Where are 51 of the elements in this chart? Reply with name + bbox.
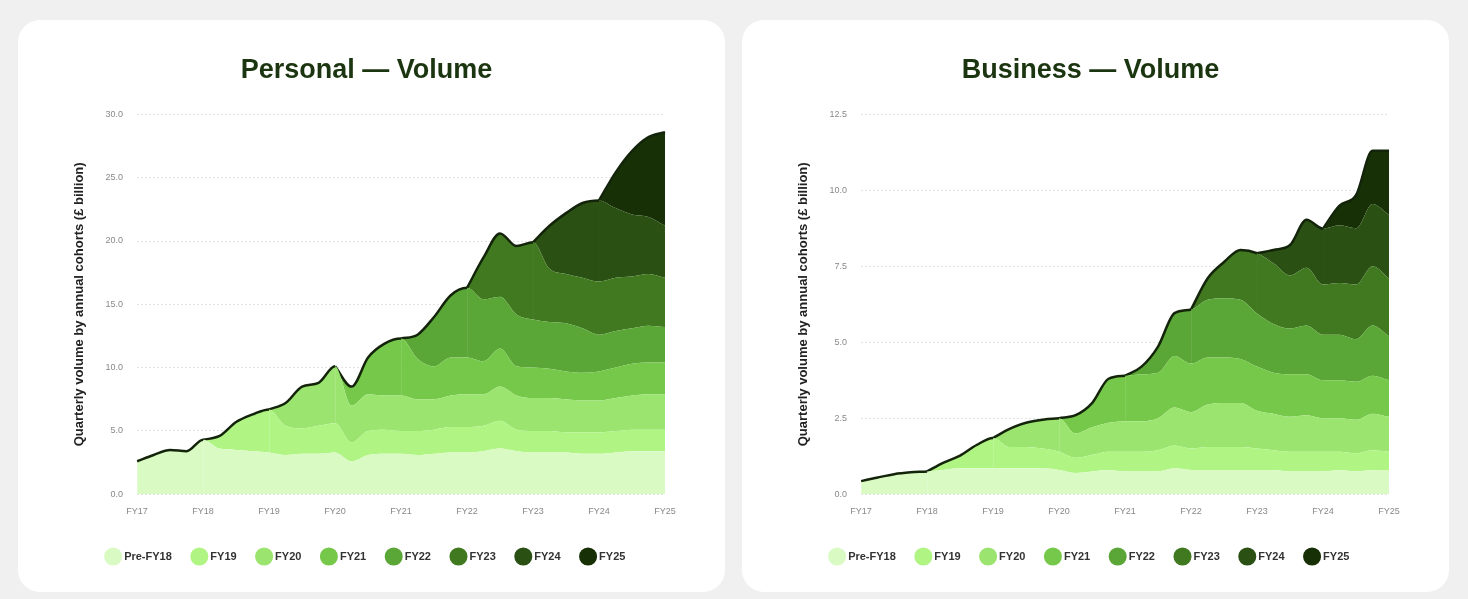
y-tick-label: 12.5 [829,108,848,119]
x-tick-label: FY20 [1048,506,1070,517]
x-tick-label: FY25 [654,506,676,517]
y-tick-label: 5.0 [110,425,124,436]
x-tick-label: FY21 [1114,506,1136,517]
y-tick-label: 10.0 [829,184,848,195]
legend-label: FY20 [999,549,1026,562]
legend-label: Pre-FY18 [848,549,896,562]
x-tick-label: FY19 [258,506,280,517]
legend-label: FY23 [469,549,496,562]
y-tick-label: 10.0 [105,362,124,373]
legend-label: FY24 [534,549,562,562]
y-tick-label: 25.0 [105,172,124,183]
x-tick-label: FY23 [522,506,544,517]
x-tick-label: FY21 [390,506,412,517]
legend-label: FY19 [210,549,237,562]
chart-title: Personal — Volume [240,53,493,84]
legend-label: FY22 [404,549,431,562]
legend-label: FY21 [339,549,367,562]
y-tick-label: 7.5 [834,260,848,271]
y-axis-title: Quarterly volume by annual cohorts (£ billion) [795,162,811,447]
legend-label: FY24 [1258,549,1286,562]
y-tick-label: 20.0 [105,235,124,246]
x-tick-label: FY24 [588,506,610,517]
legend-label: FY25 [599,549,626,562]
legend-label: FY21 [1063,549,1091,562]
x-tick-label: FY18 [916,506,938,517]
legend-label: Pre-FY18 [124,549,172,562]
y-tick-label: 2.5 [834,412,848,423]
x-tick-label: FY23 [1246,506,1268,517]
y-tick-label: 15.0 [105,298,124,309]
x-tick-label: FY22 [456,506,478,517]
legend-label: FY22 [1128,549,1155,562]
x-tick-label: FY17 [850,506,872,517]
x-tick-label: FY17 [126,506,148,517]
y-tick-label: 30.0 [105,108,124,119]
x-tick-label: FY22 [1180,506,1202,517]
y-tick-label: 5.0 [834,336,848,347]
legend-label: FY23 [1193,549,1220,562]
x-tick-label: FY19 [982,506,1004,517]
legend-label: FY20 [275,549,302,562]
y-tick-label: 0.0 [834,488,848,499]
x-tick-label: FY24 [1312,506,1334,517]
x-tick-label: FY20 [324,506,346,517]
legend-label: FY25 [1323,549,1350,562]
y-tick-label: 0.0 [110,488,124,499]
x-tick-label: FY18 [192,506,214,517]
x-tick-label: FY25 [1378,506,1400,517]
legend-label: FY19 [934,549,961,562]
chart-title: Business — Volume [961,53,1220,84]
y-axis-title: Quarterly volume by annual cohorts (£ billion) [71,162,87,447]
